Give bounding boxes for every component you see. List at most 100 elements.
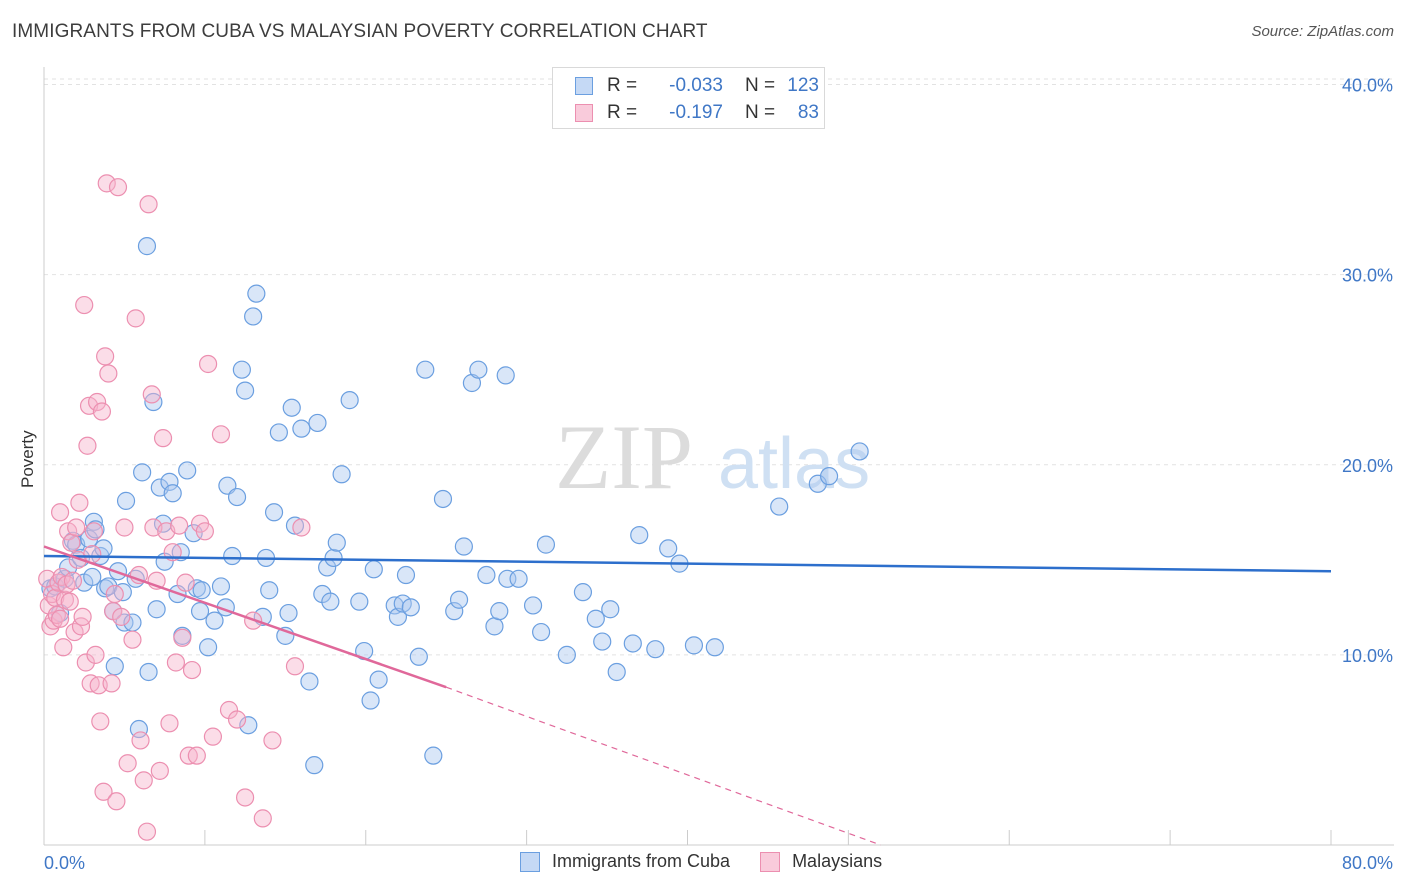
point-malaysians: [50, 609, 70, 628]
point-cuba: [211, 577, 231, 596]
point-cuba: [490, 602, 509, 621]
point-cuba: [401, 598, 420, 617]
point-cuba: [523, 596, 543, 615]
trendline-malaysians-extension: [445, 686, 881, 846]
point-malaysians: [44, 611, 63, 630]
point-malaysians: [142, 385, 161, 404]
point-cuba: [269, 423, 288, 442]
point-cuba: [770, 497, 789, 516]
series-legend-malaysians[interactable]: Malaysians: [760, 851, 882, 872]
point-cuba: [260, 581, 279, 600]
point-cuba: [396, 565, 416, 585]
point-cuba: [449, 590, 469, 609]
point-malaysians: [78, 436, 97, 455]
y-tick-label: 10.0%: [1342, 646, 1393, 666]
y-tick-label: 30.0%: [1342, 266, 1393, 286]
point-malaysians: [112, 607, 131, 626]
point-malaysians: [131, 731, 150, 750]
axes: [43, 67, 1394, 846]
point-cuba: [646, 640, 665, 659]
point-cuba: [83, 567, 102, 587]
point-cuba: [232, 360, 251, 379]
point-malaysians: [99, 364, 118, 383]
point-malaysians: [263, 731, 282, 750]
point-cuba: [285, 516, 305, 535]
watermark-atlas: atlas: [718, 424, 870, 504]
point-malaysians: [86, 645, 105, 664]
correlation-legend: R = -0.033 N = 123 R = -0.197 N = 83: [552, 67, 825, 129]
point-cuba: [116, 491, 136, 510]
x-tick-label-max: 80.0%: [1342, 853, 1393, 873]
point-malaysians: [195, 522, 214, 541]
point-cuba: [477, 565, 496, 585]
point-cuba: [416, 360, 435, 379]
point-cuba: [139, 662, 158, 682]
point-malaysians: [134, 771, 153, 790]
watermark: ZIP atlas: [555, 406, 870, 508]
point-cuba: [469, 360, 488, 379]
point-malaysians: [150, 761, 169, 780]
y-axis-label: Poverty: [18, 430, 37, 488]
point-cuba: [308, 413, 327, 433]
legend-n-value: 123: [787, 75, 819, 96]
point-cuba: [623, 634, 642, 653]
point-cuba: [247, 284, 266, 303]
legend-r-label: R =: [607, 102, 638, 123]
legend-row-malaysians: R = -0.197 N = 83: [575, 101, 819, 125]
point-cuba: [235, 381, 255, 400]
point-cuba: [305, 756, 324, 775]
point-cuba: [96, 579, 115, 598]
point-malaysians: [54, 638, 73, 657]
point-malaysians: [70, 493, 89, 512]
point-malaysians: [71, 617, 91, 636]
point-cuba: [239, 716, 258, 735]
point-cuba: [327, 533, 346, 552]
point-cuba: [586, 609, 605, 628]
point-cuba: [601, 600, 620, 619]
point-cuba: [705, 638, 724, 657]
point-malaysians: [176, 573, 195, 592]
point-cuba: [129, 719, 149, 739]
point-malaysians: [173, 628, 192, 647]
point-malaysians: [166, 653, 186, 672]
point-cuba: [324, 548, 343, 568]
point-malaysians: [75, 295, 94, 315]
point-cuba: [630, 525, 649, 545]
y-tick-label: 40.0%: [1342, 76, 1393, 96]
series-legend-cuba[interactable]: Immigrants from Cuba: [520, 851, 730, 872]
series-swatch-malaysians: [760, 851, 781, 872]
point-cuba: [593, 632, 612, 651]
watermark-zip: ZIP: [555, 406, 693, 508]
trendline-malaysians: [43, 545, 447, 689]
point-malaysians: [198, 354, 218, 374]
point-malaysians: [107, 792, 126, 811]
series-label-malaysians: Malaysians: [792, 851, 883, 871]
point-malaysians: [62, 533, 81, 552]
series-label-cuba: Immigrants from Cuba: [552, 851, 731, 871]
point-cuba: [279, 603, 298, 623]
point-malaysians: [50, 503, 70, 522]
point-cuba: [496, 366, 515, 385]
point-cuba: [536, 535, 556, 554]
point-malaysians: [137, 822, 157, 841]
point-malaysians: [41, 617, 60, 636]
point-malaysians: [108, 178, 128, 197]
point-malaysians: [84, 522, 103, 541]
point-cuba: [350, 592, 369, 611]
point-cuba: [198, 638, 218, 657]
point-cuba: [223, 546, 242, 566]
point-malaysians: [92, 402, 112, 421]
point-cuba: [532, 622, 551, 642]
point-cuba: [684, 636, 704, 655]
point-cuba: [433, 489, 453, 509]
point-malaysians: [235, 788, 255, 807]
point-malaysians: [115, 518, 134, 537]
point-cuba: [133, 463, 152, 482]
point-cuba: [409, 647, 428, 666]
point-malaysians: [123, 630, 142, 649]
point-cuba: [509, 569, 528, 588]
point-malaysians: [118, 754, 137, 773]
point-malaysians: [211, 425, 231, 444]
point-cuba: [205, 611, 224, 630]
